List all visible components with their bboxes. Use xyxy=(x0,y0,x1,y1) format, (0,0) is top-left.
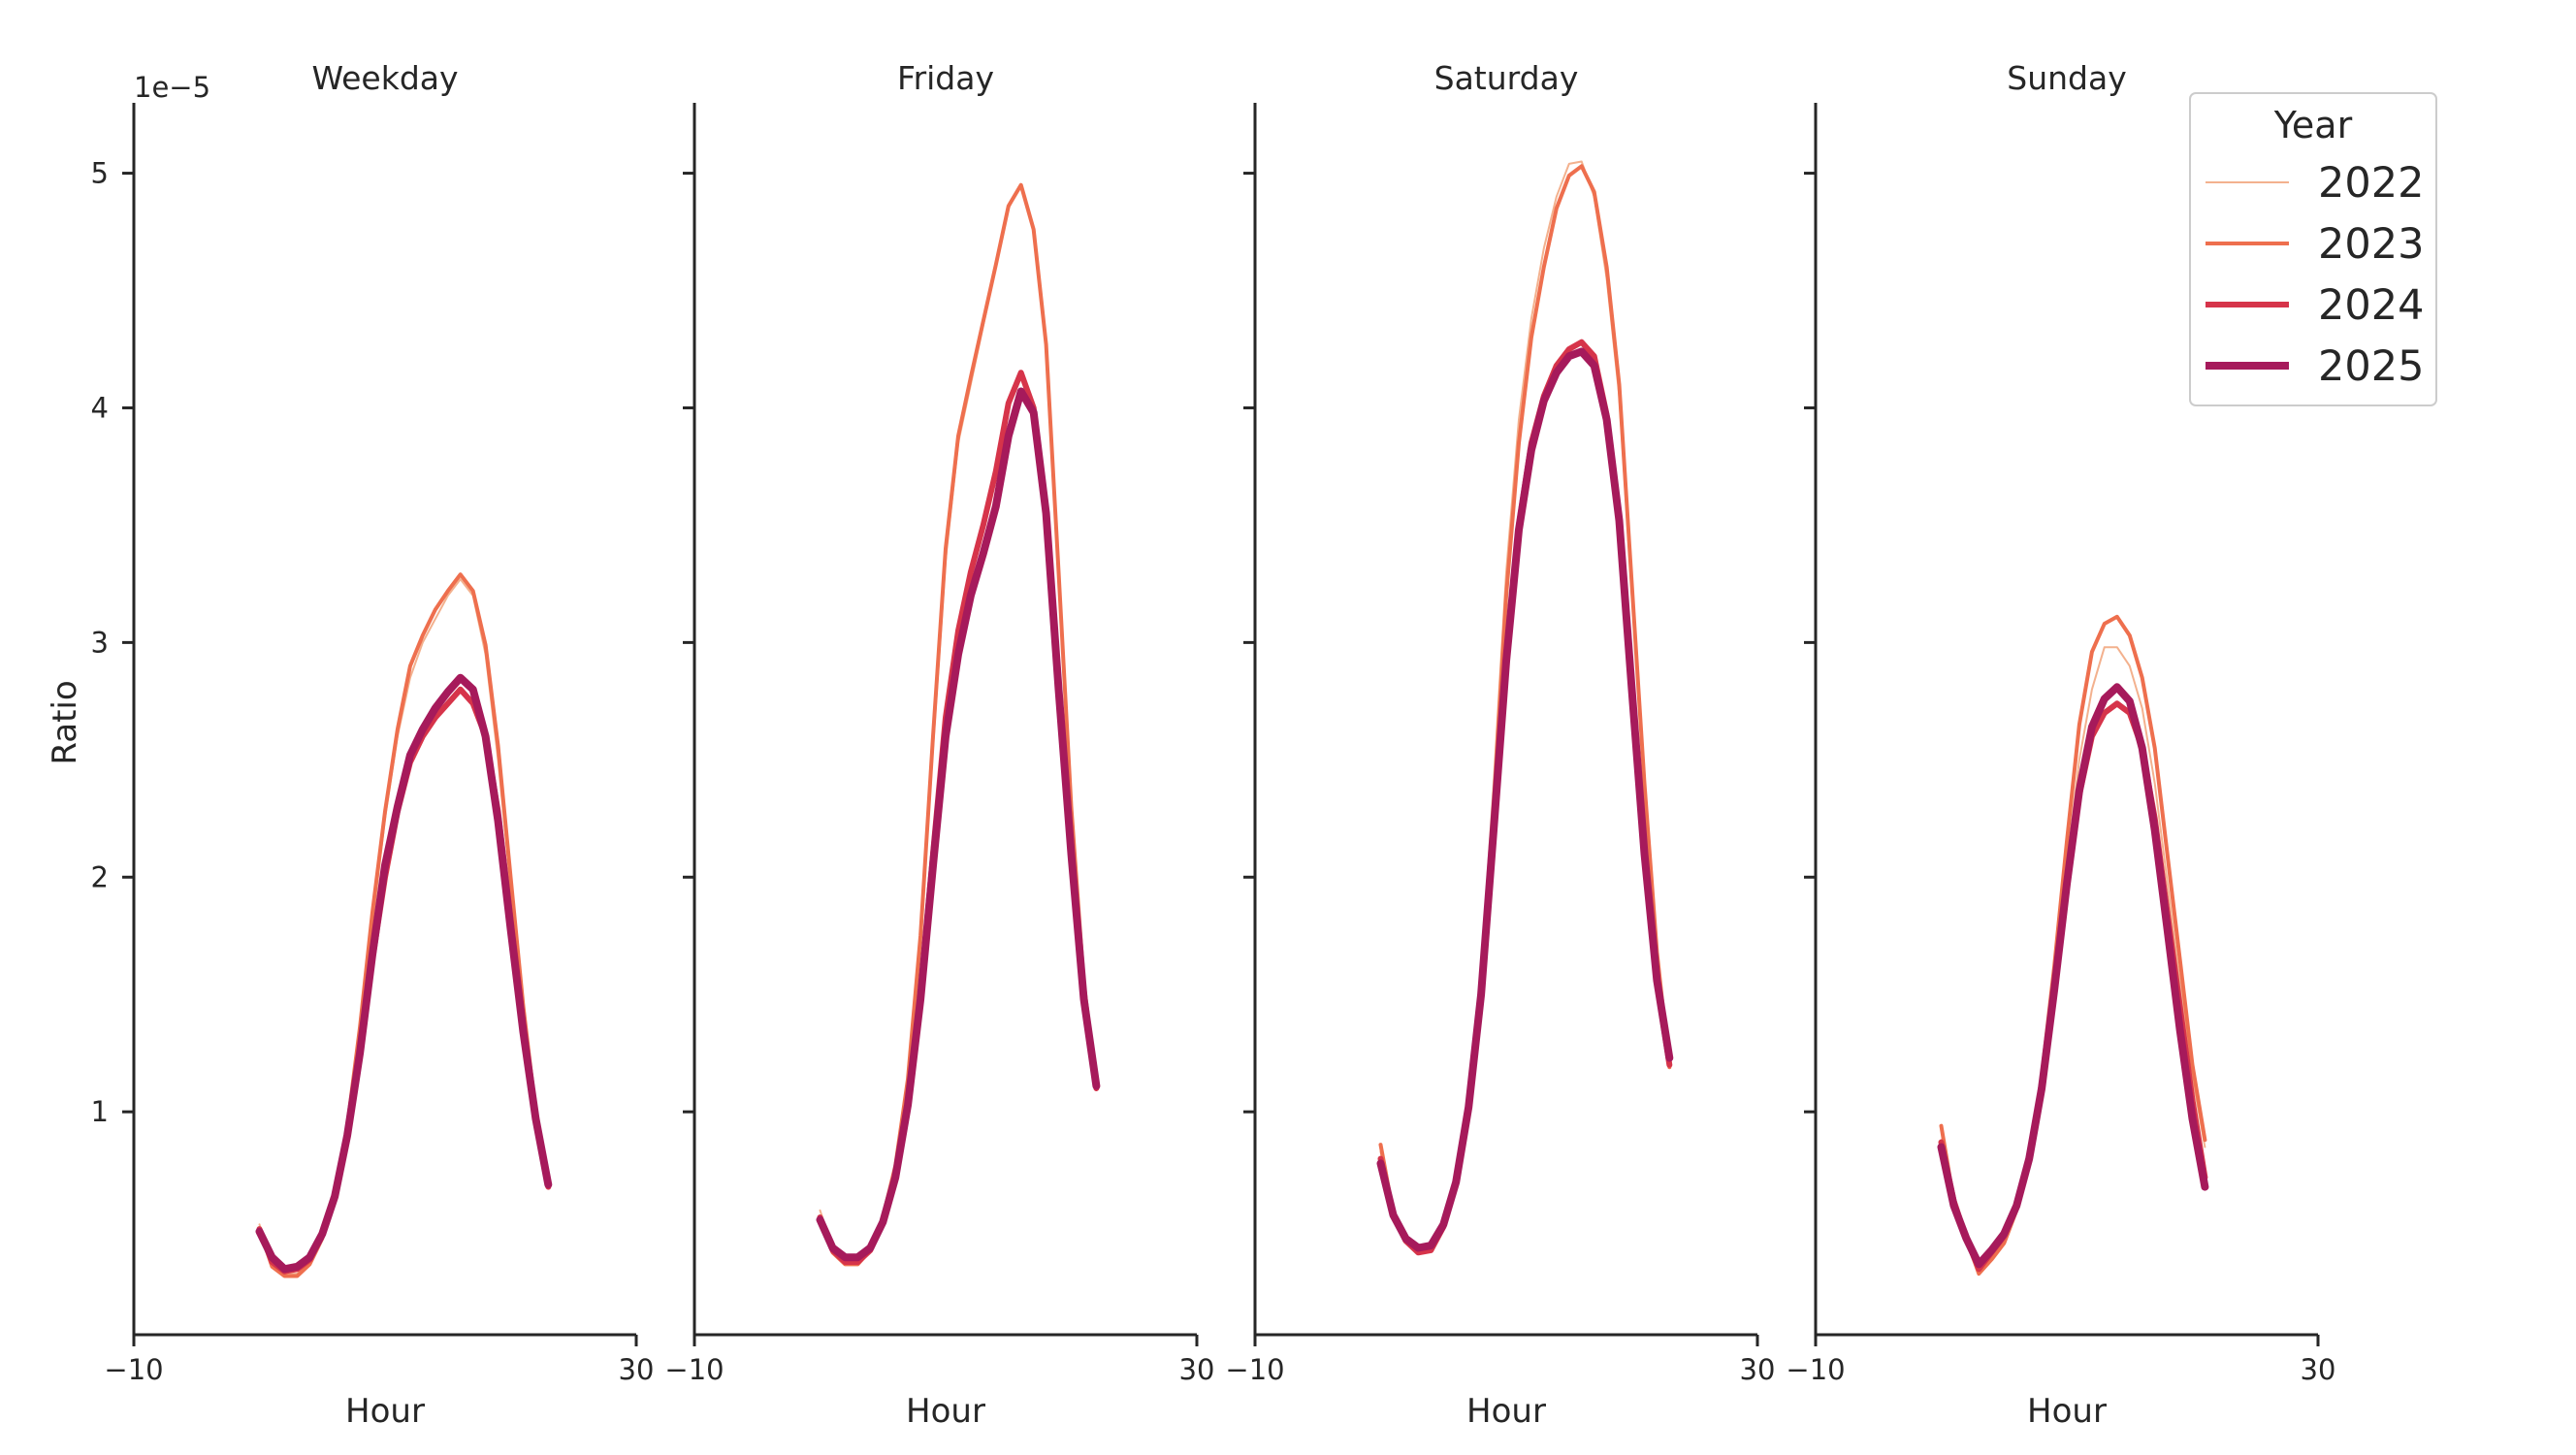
legend-entry-2022: 2022 xyxy=(2206,159,2424,208)
series-line-2025 xyxy=(1376,347,1674,1252)
series-line-2023 xyxy=(1378,164,1672,1255)
x-tick-label: 30 xyxy=(619,1353,655,1386)
x-tick-label: −10 xyxy=(1225,1353,1284,1386)
series-line-2023 xyxy=(257,572,551,1278)
x-axis-label: Hour xyxy=(2027,1392,2107,1431)
panel-title: Sunday xyxy=(2007,59,2126,97)
x-tick-label: −10 xyxy=(104,1353,163,1386)
x-axis-label: Hour xyxy=(906,1392,985,1431)
panel-weekday: Weekday 1 2 3 4 5 −10 30 Hour xyxy=(91,59,655,1431)
legend-label: 2024 xyxy=(2318,281,2424,330)
x-tick-label: −10 xyxy=(664,1353,724,1386)
legend-entry-2023: 2023 xyxy=(2206,220,2424,269)
y-tick-label: 3 xyxy=(91,626,109,659)
legend-title: Year xyxy=(2273,104,2353,146)
panel-title: Saturday xyxy=(1434,59,1579,97)
x-tick-label: 30 xyxy=(1740,1353,1776,1386)
series-line-2025 xyxy=(1937,683,2209,1269)
y-tick-label: 5 xyxy=(91,157,109,190)
legend-entry-2025: 2025 xyxy=(2206,342,2424,391)
series-line-2022 xyxy=(1379,160,1671,1251)
x-tick-label: 30 xyxy=(1179,1353,1215,1386)
series-line-2022 xyxy=(1940,646,2206,1276)
y-axis-label: Ratio xyxy=(46,680,84,764)
x-axis-label: Hour xyxy=(345,1392,425,1431)
legend-label: 2022 xyxy=(2318,159,2424,208)
y-offset-label: 1e−5 xyxy=(134,71,210,104)
legend-label: 2023 xyxy=(2318,220,2424,269)
panel-sunday: Sunday −10 30 Hour xyxy=(1786,59,2335,1431)
panel-saturday: Saturday −10 30 Hour xyxy=(1225,59,1775,1431)
legend: Year 2022 2023 2024 2025 xyxy=(2189,92,2437,406)
y-tick-label: 4 xyxy=(91,391,109,424)
y-tick-label: 2 xyxy=(91,860,109,893)
x-axis-label: Hour xyxy=(1466,1392,1546,1431)
legend-label: 2025 xyxy=(2318,342,2424,391)
legend-box xyxy=(2189,92,2437,406)
panel-title: Weekday xyxy=(311,59,458,97)
series-line-2023 xyxy=(1939,614,2207,1277)
series-line-2022 xyxy=(819,183,1098,1261)
y-tick-label: 1 xyxy=(91,1095,109,1128)
series-line-2023 xyxy=(818,182,1099,1267)
panel-friday: Friday −10 30 Hour xyxy=(664,59,1214,1431)
x-tick-label: −10 xyxy=(1786,1353,1845,1386)
legend-entry-2024: 2024 xyxy=(2206,281,2424,330)
x-tick-label: 30 xyxy=(2301,1353,2336,1386)
series-line-2022 xyxy=(258,578,550,1276)
panel-title: Friday xyxy=(897,59,994,97)
series-line-2025 xyxy=(816,387,1101,1262)
series-line-2025 xyxy=(255,673,553,1274)
